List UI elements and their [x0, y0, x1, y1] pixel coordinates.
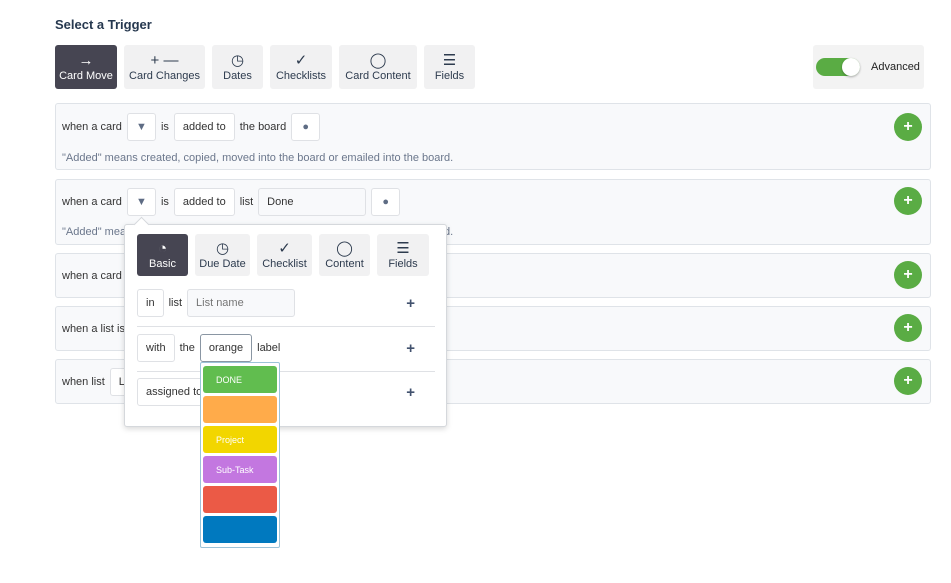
- lines-icon: ☰: [396, 240, 410, 257]
- filter-button[interactable]: ▼: [126, 188, 156, 216]
- list-input[interactable]: Done: [258, 188, 367, 216]
- row-text: when a card: [62, 196, 122, 208]
- row-text: is: [160, 196, 169, 208]
- assigned-select[interactable]: assigned to: [137, 378, 207, 406]
- tab-due-date[interactable]: ◷ Due Date: [195, 234, 250, 276]
- speech-bubble-icon: ◯: [369, 52, 387, 69]
- lines-icon: ☰: [442, 52, 457, 69]
- filter-icon: ▼: [135, 196, 147, 208]
- add-trigger-button[interactable]: +: [894, 261, 922, 289]
- tab-label: Card Content: [345, 70, 411, 82]
- tab-checklists[interactable]: ✓ Checklists: [270, 45, 332, 89]
- tab-label: Due Date: [199, 258, 246, 270]
- row-text: label: [257, 342, 281, 354]
- row-text: is: [160, 121, 169, 133]
- label-option-done[interactable]: DONE: [203, 366, 277, 393]
- divider: [137, 371, 435, 372]
- row-text: when a list is: [62, 323, 125, 335]
- advanced-toggle[interactable]: [816, 58, 860, 76]
- label-option-red[interactable]: [203, 486, 277, 513]
- row-text: when a card: [62, 121, 122, 133]
- label-option-blue[interactable]: [203, 516, 277, 543]
- in-select[interactable]: in: [137, 289, 164, 317]
- page-title: Select a Trigger: [55, 17, 152, 32]
- row-text: when list: [62, 376, 105, 388]
- add-trigger-button[interactable]: +: [894, 187, 922, 215]
- filter-popover: ◔ Basic ◷ Due Date ✓ Checklist ◯ Content ☰ Fi…: [124, 224, 447, 427]
- label-option-sub-task[interactable]: Sub-Task: [203, 456, 277, 483]
- label-option-project[interactable]: Project: [203, 426, 277, 453]
- user-button[interactable]: ●: [371, 188, 401, 216]
- tab-card-move[interactable]: → Card Move: [55, 45, 117, 89]
- label-dropdown: DONE Project Sub-Task: [200, 362, 280, 548]
- user-icon: ●: [302, 121, 310, 133]
- tab-label: Fields: [434, 70, 465, 82]
- advanced-label: Advanced: [871, 61, 920, 73]
- add-filter-icon[interactable]: +: [406, 383, 415, 401]
- action-select[interactable]: added to: [173, 188, 235, 216]
- with-select[interactable]: with: [137, 334, 175, 362]
- tab-label: Fields: [388, 258, 418, 270]
- add-trigger-button[interactable]: +: [894, 113, 922, 141]
- speech-bubble-icon: ◯: [336, 240, 353, 257]
- row-text: list: [239, 196, 254, 208]
- row-text: list: [168, 297, 183, 309]
- arrow-right-icon: →: [78, 52, 94, 69]
- add-trigger-button[interactable]: +: [894, 367, 922, 395]
- user-icon: ●: [382, 196, 389, 208]
- tab-card-content[interactable]: ◯ Card Content: [339, 45, 417, 89]
- add-filter-icon[interactable]: +: [406, 339, 415, 357]
- check-icon: ✓: [278, 240, 291, 257]
- list-name-input[interactable]: [187, 289, 296, 317]
- row-text: when a card: [62, 270, 122, 282]
- trigger-row[interactable]: when a card ▼ is added to the board ● "Added"…: [55, 103, 931, 170]
- check-icon: ✓: [294, 52, 308, 69]
- user-button[interactable]: ●: [291, 113, 321, 141]
- trigger-tabs: → Card Move + — Card Changes ◷ Dates ✓ Check…: [55, 45, 475, 89]
- tab-label: Checklists: [275, 70, 327, 82]
- tab-label: Card Changes: [129, 70, 200, 82]
- sticker-icon: ◔: [157, 240, 168, 257]
- tab-label: Content: [325, 258, 364, 270]
- label-select[interactable]: orange: [199, 334, 253, 362]
- tab-label: Checklist: [262, 258, 307, 270]
- add-trigger-button[interactable]: +: [894, 314, 922, 342]
- label-option-orange[interactable]: [203, 396, 277, 423]
- row-note: "Added" means created, copied, moved int…: [62, 152, 454, 164]
- tab-basic[interactable]: ◔ Basic: [137, 234, 188, 276]
- tab-dates[interactable]: ◷ Dates: [212, 45, 263, 89]
- filter-button[interactable]: ▼: [126, 113, 156, 141]
- action-select[interactable]: added to: [173, 113, 235, 141]
- add-filter-icon[interactable]: +: [406, 294, 415, 312]
- tab-fields[interactable]: ☰ Fields: [424, 45, 475, 89]
- tab-label: Card Move: [59, 70, 113, 82]
- row-text: the: [179, 342, 195, 354]
- tab-label: Dates: [223, 70, 252, 82]
- tab-card-changes[interactable]: + — Card Changes: [124, 45, 205, 89]
- plus-minus-icon: + —: [150, 52, 179, 69]
- tab-label: Basic: [149, 258, 176, 270]
- filter-icon: ▼: [135, 121, 147, 133]
- tab-content[interactable]: ◯ Content: [319, 234, 370, 276]
- tab-fields[interactable]: ☰ Fields: [377, 234, 429, 276]
- tab-checklist[interactable]: ✓ Checklist: [257, 234, 312, 276]
- clock-icon: ◷: [215, 240, 230, 257]
- row-text: the board: [239, 121, 287, 133]
- clock-icon: ◷: [230, 52, 245, 69]
- divider: [137, 326, 435, 327]
- advanced-toggle-panel: Advanced: [813, 45, 924, 89]
